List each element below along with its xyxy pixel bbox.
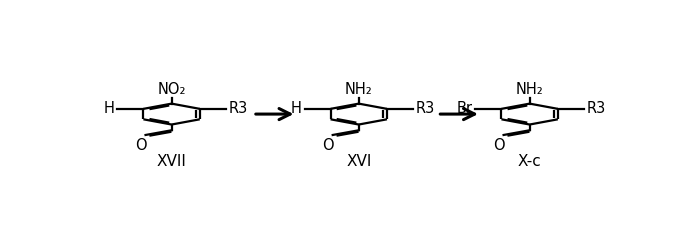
- Text: R3: R3: [416, 101, 435, 116]
- Text: O: O: [494, 138, 505, 153]
- Text: NO₂: NO₂: [158, 82, 186, 97]
- Text: R3: R3: [587, 101, 606, 116]
- Text: NH₂: NH₂: [516, 82, 543, 97]
- Text: R3: R3: [228, 101, 248, 116]
- Text: O: O: [135, 138, 147, 153]
- Text: X-c: X-c: [518, 154, 542, 169]
- Text: O: O: [323, 138, 334, 153]
- Text: XVII: XVII: [157, 154, 186, 169]
- Text: H: H: [291, 101, 302, 116]
- Text: NH₂: NH₂: [345, 82, 372, 97]
- Text: Br: Br: [456, 101, 473, 116]
- Text: XVI: XVI: [346, 154, 372, 169]
- Text: H: H: [104, 101, 115, 116]
